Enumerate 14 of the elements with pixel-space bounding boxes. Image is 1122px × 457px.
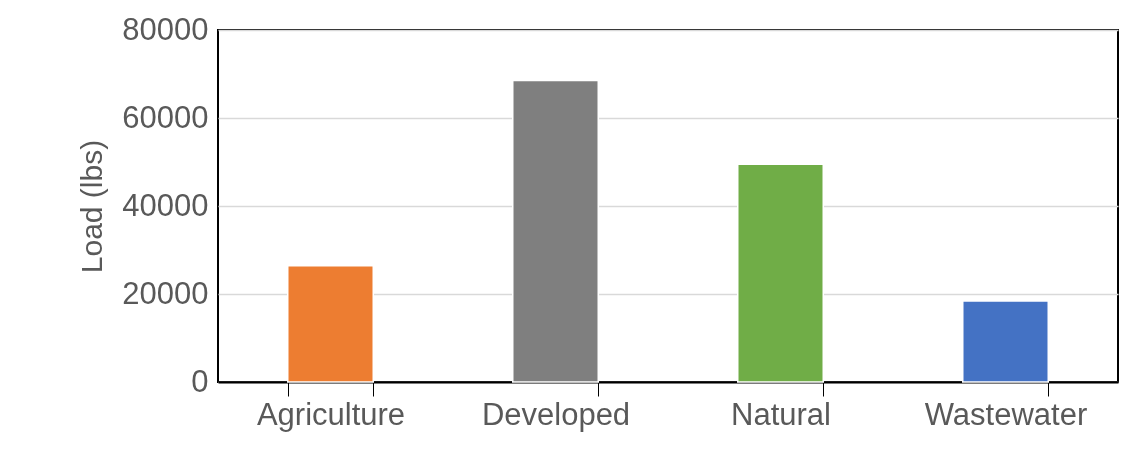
y-axis-title: Load (lbs) bbox=[75, 139, 109, 274]
bar bbox=[962, 300, 1049, 383]
bar bbox=[287, 265, 374, 383]
x-tick-label: Developed bbox=[481, 396, 631, 432]
x-tick-label: Wastewater bbox=[924, 396, 1088, 432]
x-tick-label: Natural bbox=[731, 396, 831, 432]
bar bbox=[737, 163, 824, 383]
y-tick-label: 0 bbox=[191, 363, 209, 399]
y-tick-label: 60000 bbox=[122, 99, 209, 135]
bar bbox=[512, 79, 599, 383]
x-tick-label: Agriculture bbox=[256, 396, 406, 432]
y-tick-label: 80000 bbox=[122, 11, 209, 47]
y-tick-label: 20000 bbox=[122, 275, 209, 311]
y-tick-label: 40000 bbox=[122, 187, 209, 223]
